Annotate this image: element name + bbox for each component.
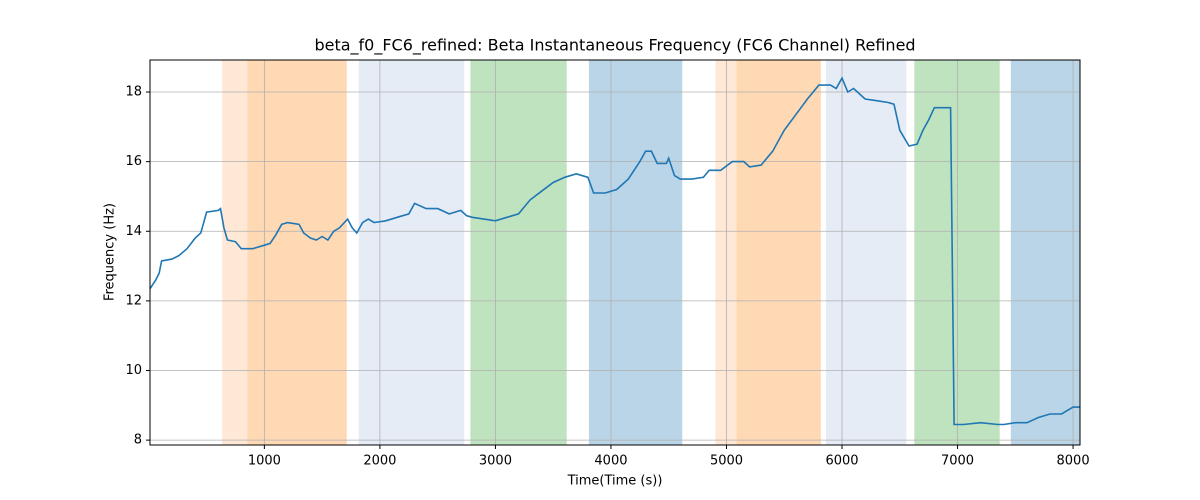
highlight-span — [358, 60, 465, 445]
x-tick-label: 8000 — [1057, 454, 1090, 469]
highlight-span — [715, 60, 737, 445]
x-tick-label: 3000 — [479, 454, 512, 469]
x-tick-label: 7000 — [941, 454, 974, 469]
highlight-span — [222, 60, 248, 445]
highlight-span — [247, 60, 347, 445]
highlight-span — [588, 60, 683, 445]
highlight-span — [825, 60, 907, 445]
y-tick-label: 18 — [125, 85, 142, 100]
x-tick-label: 4000 — [594, 454, 627, 469]
x-axis-label: Time(Time (s)) — [567, 474, 663, 489]
x-tick-label: 1000 — [248, 454, 281, 469]
y-tick-label: 16 — [125, 154, 142, 169]
y-tick-label: 12 — [125, 293, 142, 308]
x-tick-label: 2000 — [363, 454, 396, 469]
y-tick-label: 10 — [125, 363, 142, 378]
plot-frame — [149, 59, 1081, 446]
x-tick-label: 5000 — [710, 454, 743, 469]
highlight-span — [1010, 60, 1080, 445]
highlight-span — [736, 60, 821, 445]
y-axis-label: Frequency (Hz) — [103, 203, 118, 301]
y-tick-label: 14 — [125, 224, 142, 239]
data-line — [149, 76, 1080, 426]
y-tick-label: 8 — [134, 433, 142, 448]
chart-title: beta_f0_FC6_refined: Beta Instantaneous … — [314, 36, 915, 56]
highlight-span — [470, 60, 567, 445]
x-tick-label: 6000 — [825, 454, 858, 469]
highlight-span — [914, 60, 1000, 445]
